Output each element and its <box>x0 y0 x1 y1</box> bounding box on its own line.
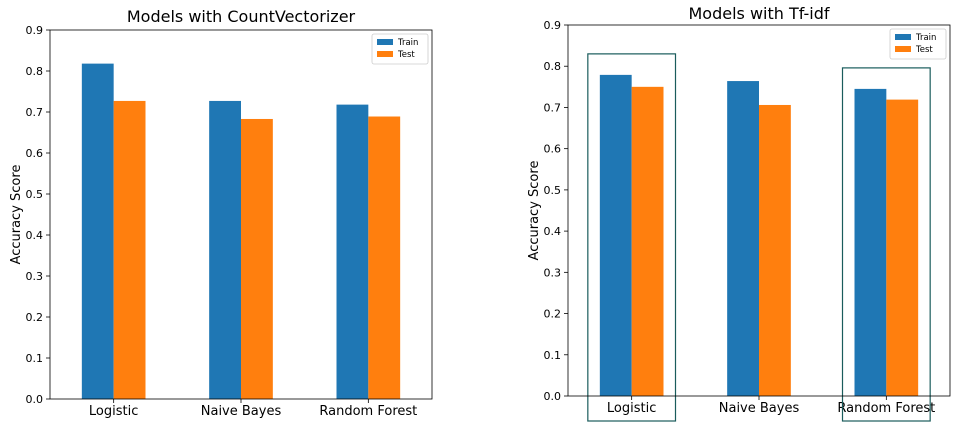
legend: Train Test <box>371 33 429 65</box>
bar-test-logistic <box>631 86 664 396</box>
y-tick-label: 0.3 <box>26 270 44 283</box>
y-tick-label: 0.5 <box>26 188 44 201</box>
y-tick-label: 0.0 <box>26 393 44 406</box>
x-tick-label: Logistic <box>89 404 138 419</box>
y-tick-label: 0.1 <box>26 352 44 365</box>
bar-train-random-forest <box>336 104 369 400</box>
y-tick-label: 0.8 <box>26 65 44 78</box>
y-tick-label: 0.4 <box>544 225 562 238</box>
chart-title: Models with Tf-idf <box>688 4 829 23</box>
x-tick-label: Naive Bayes <box>719 401 800 416</box>
highlight-box-logistic <box>587 53 677 422</box>
bar-test-naive-bayes <box>759 104 791 397</box>
bar-test-naive-bayes <box>241 118 273 399</box>
plot-frame <box>567 24 951 397</box>
y-tick-label: 0.9 <box>544 19 562 32</box>
y-tick-label: 0.8 <box>544 60 562 73</box>
legend-swatch-test <box>377 51 393 57</box>
x-tick-label: Naive Bayes <box>201 404 282 419</box>
bar-train-logistic <box>599 74 632 396</box>
chart-countvectorizer: Models with CountVectorizer Accuracy Scor… <box>9 7 433 419</box>
legend-swatch-train <box>377 39 393 45</box>
bar-train-naive-bayes <box>209 100 241 400</box>
bar-test-logistic <box>113 100 146 400</box>
highlight-box-random-forest <box>841 67 931 422</box>
y-tick-label: 0.7 <box>544 101 562 114</box>
bar-train-random-forest <box>854 88 887 397</box>
y-tick-label: 0.2 <box>26 311 44 324</box>
legend-label-test: Test <box>915 45 933 55</box>
bar-test-random-forest <box>886 99 919 397</box>
legend-label-train: Train <box>397 38 418 48</box>
y-axis-label: Accuracy Score <box>9 165 24 265</box>
y-tick-label: 0.7 <box>26 106 44 119</box>
bar-train-logistic <box>81 63 114 400</box>
plot-frame <box>49 29 433 400</box>
legend-label-test: Test <box>397 50 415 60</box>
bar-test-random-forest <box>368 116 401 399</box>
y-tick-label: 0.0 <box>544 390 562 403</box>
y-tick-label: 0.2 <box>544 308 562 321</box>
legend-label-train: Train <box>915 33 936 43</box>
bar-train-naive-bayes <box>727 81 759 396</box>
legend: Train Test <box>889 28 947 60</box>
x-tick-label: Logistic <box>607 401 656 416</box>
x-tick-label: Random Forest <box>319 404 417 419</box>
y-tick-label: 0.5 <box>544 184 562 197</box>
y-tick-label: 0.9 <box>26 24 44 37</box>
y-tick-label: 0.4 <box>26 229 44 242</box>
legend-swatch-test <box>895 46 911 52</box>
chart-title: Models with CountVectorizer <box>127 7 356 26</box>
legend-swatch-train <box>895 34 911 40</box>
chart-tfidf: Models with Tf-idf Accuracy Score Logistic… <box>527 4 951 422</box>
y-tick-label: 0.3 <box>544 266 562 279</box>
y-tick-label: 0.6 <box>544 143 562 156</box>
y-axis-label: Accuracy Score <box>527 161 542 261</box>
y-tick-label: 0.1 <box>544 349 562 362</box>
x-tick-label: Random Forest <box>837 401 935 416</box>
y-tick-label: 0.6 <box>26 147 44 160</box>
